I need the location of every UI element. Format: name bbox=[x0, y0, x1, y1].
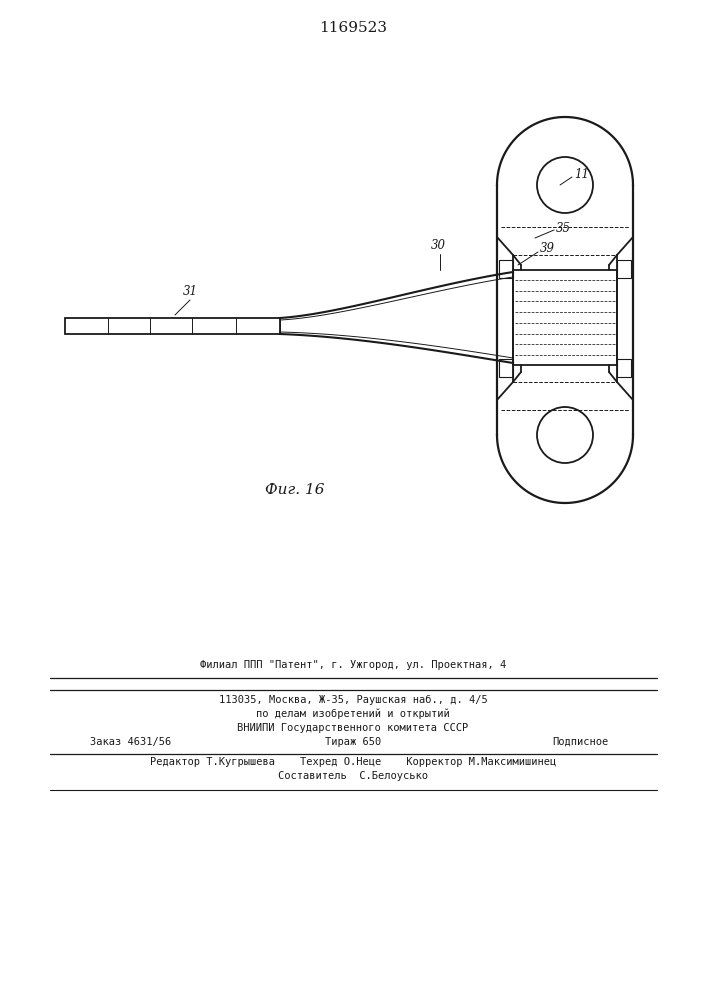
Text: 39: 39 bbox=[540, 241, 555, 254]
Bar bbox=[65, 318, 280, 334]
Text: Составитель  С.Белоусько: Составитель С.Белоусько bbox=[278, 771, 428, 781]
Text: Тираж 650: Тираж 650 bbox=[325, 737, 381, 747]
Text: 1169523: 1169523 bbox=[319, 21, 387, 35]
Text: ВНИИПИ Государственного комитета СССР: ВНИИПИ Государственного комитета СССР bbox=[238, 723, 469, 733]
Text: Редактор Т.Кугрышева    Техред О.Неце    Корректор М.Максимишинец: Редактор Т.Кугрышева Техред О.Неце Корре… bbox=[150, 757, 556, 767]
Text: Заказ 4631/56: Заказ 4631/56 bbox=[90, 737, 171, 747]
Text: Подписное: Подписное bbox=[552, 737, 608, 747]
Text: Фиг. 16: Фиг. 16 bbox=[265, 483, 325, 497]
Text: Филиал ППП "Патент", г. Ужгород, ул. Проектная, 4: Филиал ППП "Патент", г. Ужгород, ул. Про… bbox=[200, 660, 506, 670]
Text: 113035, Москва, Ж-35, Раушская наб., д. 4/5: 113035, Москва, Ж-35, Раушская наб., д. … bbox=[218, 695, 487, 705]
Text: по делам изобретений и открытий: по делам изобретений и открытий bbox=[256, 709, 450, 719]
Text: 11: 11 bbox=[574, 168, 589, 182]
Text: 31: 31 bbox=[182, 285, 197, 298]
Text: 35: 35 bbox=[556, 222, 571, 234]
Text: 30: 30 bbox=[431, 239, 445, 252]
